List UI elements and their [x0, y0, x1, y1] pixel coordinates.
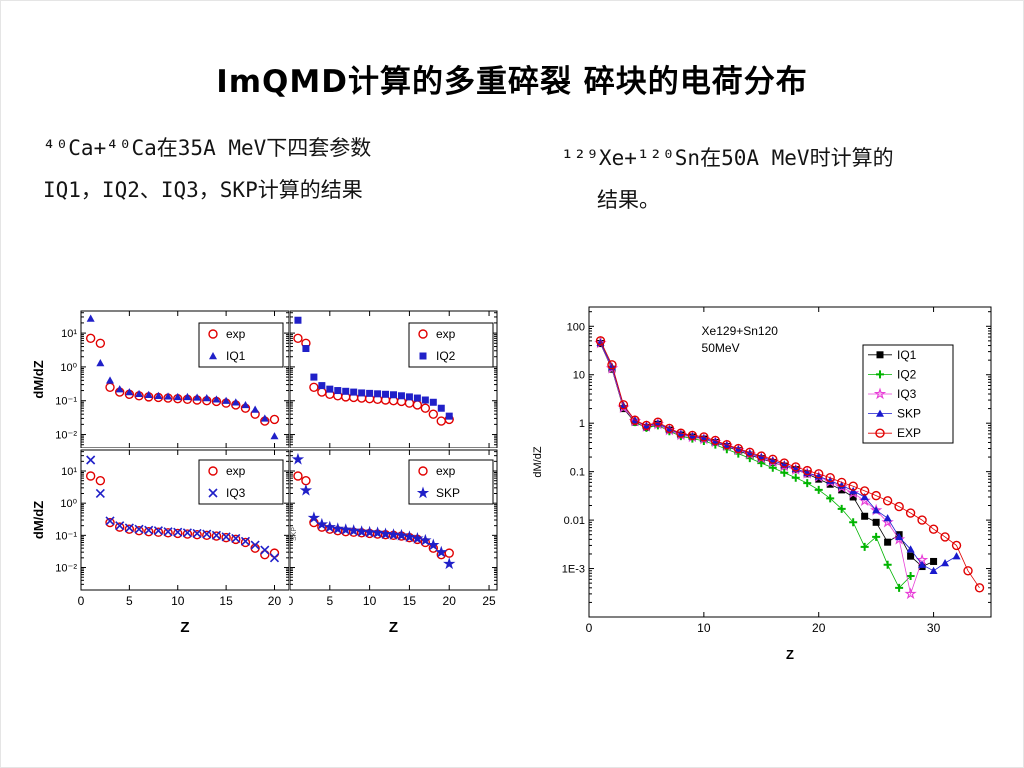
svg-text:Z: Z [389, 619, 398, 636]
svg-text:0.1: 0.1 [570, 467, 585, 479]
svg-text:1: 1 [579, 418, 585, 430]
svg-text:10: 10 [171, 594, 185, 608]
svg-text:Z: Z [786, 647, 794, 662]
svg-text:10⁻²: 10⁻² [55, 430, 77, 442]
svg-text:exp: exp [436, 464, 456, 478]
right-caption-line1: ¹²⁹Xe+¹²⁰Sn在50A MeV时计算的 [561, 146, 894, 170]
svg-text:dM/dZ: dM/dZ [532, 446, 544, 477]
svg-text:EXP: EXP [897, 426, 921, 440]
svg-text:10: 10 [363, 594, 377, 608]
svg-text:SKP: SKP [436, 486, 460, 500]
svg-text:dM/dZ: dM/dZ [31, 360, 46, 398]
svg-text:IQ2: IQ2 [897, 367, 917, 381]
svg-text:0: 0 [78, 594, 85, 608]
left-caption-line1: ⁴⁰Ca+⁴⁰Ca在35A MeV下四套参数 [43, 136, 372, 160]
svg-text:10⁻¹: 10⁻¹ [55, 530, 77, 542]
svg-text:Z: Z [180, 619, 189, 636]
chart-panel-iq2: exp IQ2 [289, 303, 503, 453]
svg-text:10: 10 [697, 621, 711, 635]
svg-text:50MeV: 50MeV [702, 341, 740, 355]
svg-text:Xe129+Sn120: Xe129+Sn120 [702, 324, 779, 338]
svg-text:10⁻¹: 10⁻¹ [55, 396, 77, 408]
svg-text:0.01: 0.01 [564, 515, 585, 527]
svg-text:20: 20 [268, 594, 282, 608]
svg-text:IQ3: IQ3 [226, 486, 246, 500]
svg-text:15: 15 [403, 594, 417, 608]
svg-text:0: 0 [289, 594, 294, 608]
svg-text:0: 0 [586, 621, 593, 635]
svg-text:dM/dZ: dM/dZ [31, 501, 46, 539]
svg-text:exp: exp [226, 464, 246, 478]
svg-text:20: 20 [812, 621, 826, 635]
svg-text:IQ2: IQ2 [436, 349, 456, 363]
svg-text:IQ3: IQ3 [897, 387, 917, 401]
right-caption-line2: 结果。 [597, 188, 660, 212]
svg-text:10¹: 10¹ [61, 328, 77, 340]
xe-sn-plot: 0 10 20 30 100 10 1 0.1 0.01 1E-3 ZdM/dZ Xe129+Sn12… [532, 306, 992, 662]
ca-iq1-plot: 10¹ 10⁰ 10⁻¹ 10⁻² dM/dZ exp IQ1 [31, 310, 290, 449]
chart-panel-skp: 0 5 10 15 20 25 Z SKP exp SKP [287, 448, 503, 643]
chart-panel-iq1: 10¹ 10⁰ 10⁻¹ 10⁻² dM/dZ exp IQ1 [31, 303, 290, 453]
svg-text:exp: exp [436, 327, 456, 341]
svg-text:SKP: SKP [291, 527, 298, 541]
svg-text:IQ1: IQ1 [897, 348, 917, 362]
figure-ca-four-panels: 10¹ 10⁰ 10⁻¹ 10⁻² dM/dZ exp IQ1 exp IQ2 0 5 10 15 2… [31, 303, 511, 643]
svg-text:20: 20 [443, 594, 457, 608]
right-caption: ¹²⁹Xe+¹²⁰Sn在50A MeV时计算的 结果。 [561, 137, 894, 221]
left-caption-line2: IQ1，IQ2、IQ3，SKP计算的结果 [43, 178, 363, 202]
svg-text:10⁰: 10⁰ [60, 498, 77, 510]
svg-text:exp: exp [226, 327, 246, 341]
svg-text:10⁻²: 10⁻² [55, 563, 77, 575]
slide-title: ImQMD计算的多重碎裂 碎块的电荷分布 [216, 63, 808, 100]
svg-text:15: 15 [219, 594, 233, 608]
svg-text:1E-3: 1E-3 [562, 564, 585, 576]
svg-text:25: 25 [482, 594, 496, 608]
svg-text:10⁰: 10⁰ [60, 362, 77, 374]
ca-iq3-plot: 0 5 10 15 20 10¹ 10⁰ 10⁻¹ 10⁻² ZdM/dZ exp IQ3 [31, 449, 290, 636]
svg-text:100: 100 [567, 321, 585, 333]
svg-text:SKP: SKP [897, 407, 921, 421]
left-caption: ⁴⁰Ca+⁴⁰Ca在35A MeV下四套参数 IQ1，IQ2、IQ3，SKP计算… [43, 127, 371, 211]
svg-text:10: 10 [573, 370, 585, 382]
svg-text:5: 5 [126, 594, 133, 608]
svg-text:5: 5 [326, 594, 333, 608]
svg-text:30: 30 [927, 621, 941, 635]
svg-text:10¹: 10¹ [61, 466, 77, 478]
ca-iq2-plot: exp IQ2 [289, 310, 498, 449]
svg-text:IQ1: IQ1 [226, 349, 246, 363]
ca-skp-plot: 0 5 10 15 20 25 Z SKP exp SKP [287, 449, 498, 636]
